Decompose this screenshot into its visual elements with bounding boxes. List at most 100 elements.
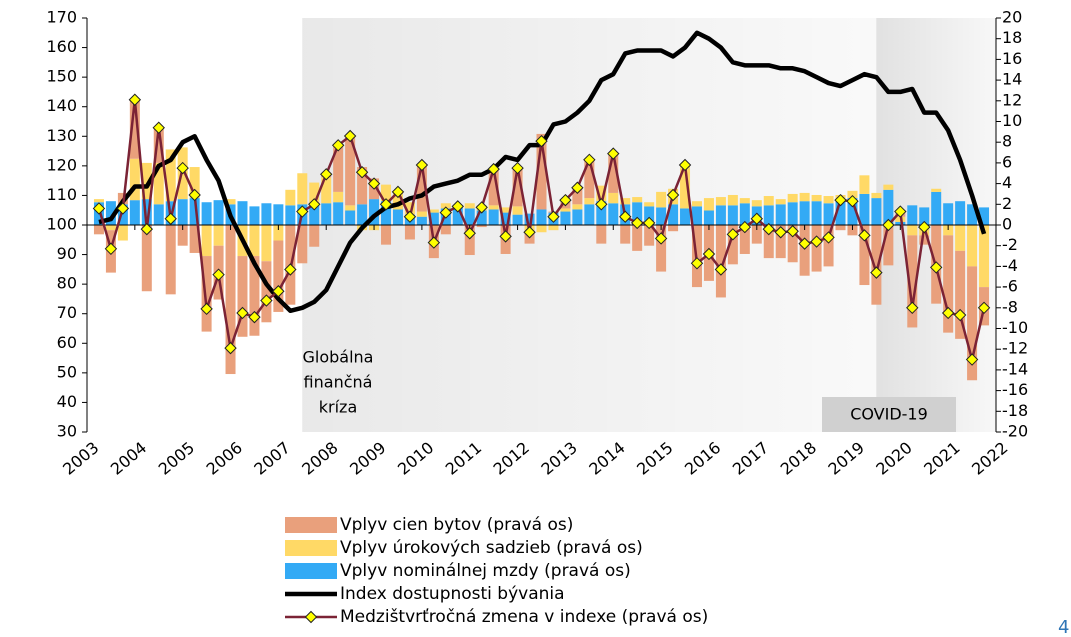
y2-tick-label: 18 [1002, 28, 1022, 47]
x-tick-label: 2011 [442, 438, 485, 479]
marker [331, 139, 345, 152]
x-tick-label: 2018 [777, 438, 820, 479]
bar [787, 202, 798, 225]
bar [189, 225, 200, 253]
marker [499, 230, 512, 243]
marker [894, 205, 907, 218]
bar [117, 204, 128, 225]
marker [260, 294, 273, 307]
lines [92, 30, 991, 366]
bar [153, 204, 164, 225]
bar [345, 205, 356, 211]
bar [189, 198, 200, 225]
marker [965, 353, 979, 366]
x-tick-label: 2010 [394, 438, 437, 479]
bar [129, 158, 140, 201]
bar [907, 205, 918, 225]
bar [775, 225, 786, 259]
bar [560, 208, 571, 212]
bar [955, 225, 966, 251]
legend-marker [304, 610, 318, 624]
bar [201, 225, 212, 257]
bar [488, 169, 499, 206]
y2-tick-label: -14 [1002, 359, 1028, 378]
marker [714, 263, 728, 276]
x-tick-label: 2022 [968, 438, 1011, 479]
y-tick-label: 100 [46, 215, 77, 234]
bar [919, 235, 930, 245]
marker [511, 161, 524, 175]
bar [261, 203, 272, 225]
bar [141, 225, 152, 292]
bar [596, 185, 607, 202]
bar [572, 187, 583, 205]
bar [321, 177, 332, 204]
marker [475, 201, 488, 214]
bar [739, 203, 750, 225]
bar [309, 182, 320, 204]
marker [535, 134, 548, 148]
bar [464, 208, 475, 225]
bar [584, 204, 595, 225]
marker [858, 229, 871, 242]
y-tick-label: 90 [57, 244, 77, 263]
bar [799, 201, 810, 225]
bar [345, 210, 356, 225]
bar [345, 135, 356, 206]
annotation: kríza [319, 398, 358, 417]
bar [153, 127, 164, 163]
bar [524, 233, 535, 244]
bar [763, 225, 774, 259]
marker [882, 218, 895, 232]
bar [847, 198, 858, 225]
marker [212, 268, 225, 281]
marker [164, 212, 177, 225]
marker [403, 210, 417, 223]
bar [632, 197, 643, 203]
bar [727, 194, 738, 206]
marker [846, 194, 859, 208]
marker [918, 220, 931, 234]
bar [404, 202, 415, 215]
y-tick-label: 110 [46, 185, 77, 204]
marker [296, 205, 309, 218]
marker [188, 188, 201, 202]
bar [321, 203, 332, 225]
bar [967, 204, 978, 225]
bar [751, 200, 762, 207]
bar [967, 225, 978, 267]
bar [488, 209, 499, 225]
y-tick-label: 70 [57, 303, 77, 322]
bar [955, 250, 966, 339]
bar [560, 211, 571, 225]
marker [953, 308, 967, 322]
bar [823, 225, 834, 267]
marker [140, 222, 154, 236]
bar [512, 168, 523, 207]
bar [225, 199, 236, 205]
x-tick-label: 2021 [920, 438, 963, 479]
bar [536, 225, 547, 233]
x-tick-label: 2019 [825, 438, 868, 479]
bar [608, 203, 619, 225]
bar [739, 198, 750, 204]
annotation-box [822, 397, 956, 432]
y2-tick-label: -6 [1002, 277, 1018, 296]
y-tick-label: 80 [57, 274, 77, 293]
y-tick-label: 160 [46, 37, 77, 56]
bar [943, 225, 954, 236]
y2-tick-label: 10 [1002, 111, 1022, 130]
marker [320, 168, 333, 181]
bar [715, 225, 726, 298]
bar [596, 225, 607, 244]
bar [823, 203, 834, 225]
legend-label: Vplyv úrokových sadzieb (pravá os) [340, 538, 643, 558]
bar [225, 225, 236, 375]
bar [751, 225, 762, 244]
bar [979, 225, 990, 288]
marker [224, 341, 237, 355]
bar [273, 240, 284, 312]
page-number: 4 [1058, 617, 1069, 637]
marker [571, 181, 584, 194]
